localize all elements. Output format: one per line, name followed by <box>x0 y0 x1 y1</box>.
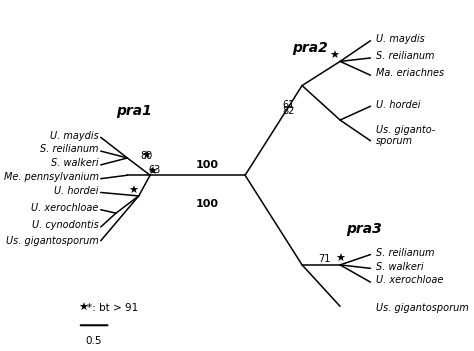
Text: 100: 100 <box>196 160 219 170</box>
Text: S. reilianum: S. reilianum <box>376 51 435 61</box>
Text: S. walkeri: S. walkeri <box>51 158 99 168</box>
Text: Ma. eriachnes: Ma. eriachnes <box>376 68 444 79</box>
Text: 80: 80 <box>141 151 153 161</box>
Text: U. maydis: U. maydis <box>50 131 99 140</box>
Text: Us. gigantosporum: Us. gigantosporum <box>6 236 99 246</box>
Text: U. cynodontis: U. cynodontis <box>32 220 99 230</box>
Text: ★: ★ <box>147 167 157 177</box>
Text: 0.5: 0.5 <box>86 336 102 346</box>
Text: ★: ★ <box>335 254 345 264</box>
Text: Us. giganto-
sporum: Us. giganto- sporum <box>376 125 436 146</box>
Text: 82: 82 <box>282 106 294 117</box>
Text: 63: 63 <box>148 165 161 175</box>
Text: U. maydis: U. maydis <box>376 34 425 44</box>
Text: Us. gigantosporum: Us. gigantosporum <box>376 303 469 313</box>
Text: U. hordei: U. hordei <box>376 100 420 110</box>
Text: ★: ★ <box>78 303 88 313</box>
Text: ★: ★ <box>128 186 138 196</box>
Text: 71: 71 <box>318 254 330 264</box>
Text: *: bt > 91: *: bt > 91 <box>87 303 139 313</box>
Text: S. walkeri: S. walkeri <box>376 261 424 272</box>
Text: S. reilianum: S. reilianum <box>40 144 99 154</box>
Text: 100: 100 <box>196 199 219 210</box>
Text: 61: 61 <box>282 100 294 110</box>
Text: U. xerochloae: U. xerochloae <box>31 203 99 213</box>
Text: Me. pennsylvanium: Me. pennsylvanium <box>4 172 99 182</box>
Text: pra1: pra1 <box>116 105 152 118</box>
Text: U. xerochloae: U. xerochloae <box>376 276 444 285</box>
Text: S. reilianum: S. reilianum <box>376 248 435 258</box>
Text: ★: ★ <box>329 51 339 61</box>
Text: pra3: pra3 <box>346 222 382 236</box>
Text: ★: ★ <box>141 151 151 161</box>
Text: pra2: pra2 <box>292 41 328 55</box>
Text: U. hordei: U. hordei <box>55 186 99 196</box>
